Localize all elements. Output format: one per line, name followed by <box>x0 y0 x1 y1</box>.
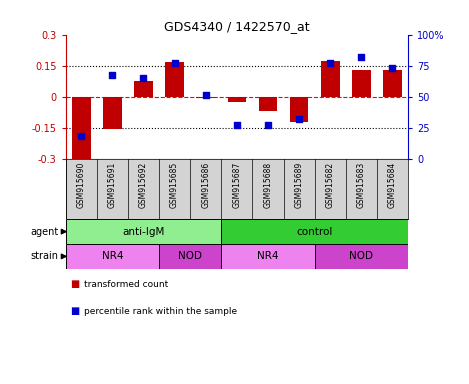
Title: GDS4340 / 1422570_at: GDS4340 / 1422570_at <box>164 20 310 33</box>
Text: NR4: NR4 <box>257 252 279 262</box>
Text: GSM915692: GSM915692 <box>139 162 148 208</box>
Point <box>202 92 210 98</box>
Text: transformed count: transformed count <box>84 280 169 289</box>
Text: GSM915691: GSM915691 <box>108 162 117 208</box>
Bar <box>103 96 121 129</box>
Bar <box>383 70 402 96</box>
Text: GSM915689: GSM915689 <box>295 162 303 208</box>
Text: strain: strain <box>31 252 59 262</box>
Bar <box>221 244 315 269</box>
Text: control: control <box>296 227 333 237</box>
Point <box>264 122 272 128</box>
Text: GSM915684: GSM915684 <box>388 162 397 208</box>
Point <box>140 75 147 81</box>
Bar <box>321 61 340 96</box>
Text: GSM915688: GSM915688 <box>264 162 272 208</box>
Text: GSM915685: GSM915685 <box>170 162 179 208</box>
Bar <box>221 219 408 244</box>
Bar <box>290 96 309 122</box>
Text: ■: ■ <box>70 306 80 316</box>
Point <box>326 60 334 66</box>
Bar <box>352 70 371 96</box>
Bar <box>159 244 221 269</box>
Text: anti-IgM: anti-IgM <box>122 227 165 237</box>
Bar <box>72 96 91 159</box>
Text: GSM915687: GSM915687 <box>232 162 242 208</box>
Bar <box>315 244 408 269</box>
Text: NOD: NOD <box>349 252 373 262</box>
Text: GSM915683: GSM915683 <box>357 162 366 208</box>
Text: GSM915686: GSM915686 <box>201 162 210 208</box>
Point <box>233 122 241 128</box>
Text: NOD: NOD <box>178 252 202 262</box>
Point <box>389 65 396 71</box>
Bar <box>66 244 159 269</box>
Text: percentile rank within the sample: percentile rank within the sample <box>84 306 237 316</box>
Text: GSM915690: GSM915690 <box>77 162 86 208</box>
Point <box>77 133 85 139</box>
Bar <box>134 81 153 96</box>
Text: NR4: NR4 <box>102 252 123 262</box>
Bar <box>165 62 184 96</box>
Text: agent: agent <box>30 227 59 237</box>
Text: GSM915682: GSM915682 <box>325 162 335 208</box>
Bar <box>258 96 277 111</box>
Point <box>171 60 178 66</box>
Bar <box>197 96 215 98</box>
Point <box>109 73 116 79</box>
Point <box>295 116 303 122</box>
Point <box>357 54 365 60</box>
Bar <box>66 219 221 244</box>
Bar <box>227 96 246 102</box>
Text: ■: ■ <box>70 279 80 289</box>
